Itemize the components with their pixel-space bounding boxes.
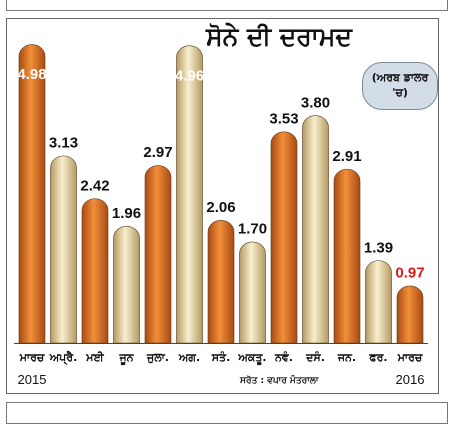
bottom-frame-edge xyxy=(6,402,448,424)
bar-value-label: 3.53 xyxy=(269,111,298,128)
bar xyxy=(81,198,109,344)
bar xyxy=(239,241,266,344)
bar-value-label: 0.97 xyxy=(395,265,424,282)
bar-value-label: 3.80 xyxy=(301,94,330,111)
category-label: ਅਕਤੂ. xyxy=(237,351,266,365)
bar xyxy=(144,165,172,344)
source-note: ਸਰੋਤ : ਵਪਾਰ ਮੰਤਰਾਲਾ xyxy=(240,376,319,386)
bar xyxy=(18,44,46,344)
category-label: ਸਤੰ. xyxy=(211,350,231,364)
bar xyxy=(302,115,329,344)
bar-value-label: 2.42 xyxy=(80,177,109,194)
category-label: ਮਾਰਚ xyxy=(397,351,423,364)
category-label: ਮਾਰਚ xyxy=(19,351,45,364)
category-label: ਅਗ. xyxy=(178,351,200,364)
category-label: ਅਪ੍ਰੈ. xyxy=(49,350,78,365)
bar-value-label: 2.06 xyxy=(206,199,235,216)
bar xyxy=(113,226,140,344)
chart-title: ਸੋਨੇ ਦੀ ਦਰਾਮਦ xyxy=(206,22,352,51)
bar-chart: 4.98 ਮਾਰਚ 3.13 ਅਪ੍ਰੈ. 2.42 ਮਈ 1.96 ਜੂਨ 2.97 ਜੁਲਾ.… xyxy=(14,44,428,387)
year-end-label: 2016 xyxy=(396,372,425,387)
bar xyxy=(207,219,235,344)
unit-badge: (ਅਰਬ ਡਾਲਰ 'ਚ) xyxy=(362,62,438,110)
bar xyxy=(270,131,298,344)
bar-value-label: 1.39 xyxy=(364,239,393,256)
bar xyxy=(333,168,361,344)
bar-value-label: 1.70 xyxy=(238,221,267,238)
bar-value-label: 4.96 xyxy=(175,67,204,84)
category-label: ਦਸੰ. xyxy=(305,350,325,364)
bar-value-label: 3.13 xyxy=(49,135,78,152)
category-label: ਜਨ. xyxy=(337,351,356,364)
bar xyxy=(176,45,203,344)
category-label: ਫਰ. xyxy=(368,351,387,364)
bar xyxy=(365,260,392,344)
year-start-label: 2015 xyxy=(18,372,47,387)
top-frame-edge xyxy=(6,0,448,11)
bar-value-label: 2.91 xyxy=(332,148,361,165)
category-label: ਜੁਲਾ. xyxy=(146,351,169,364)
bar xyxy=(396,285,424,344)
bar xyxy=(50,155,77,344)
bar-value-label: 2.97 xyxy=(143,144,172,161)
category-label: ਮਈ xyxy=(85,350,104,364)
bar-value-label: 4.98 xyxy=(17,66,46,83)
category-label: ਨਵੰ. xyxy=(274,350,293,364)
category-label: ਜੂਨ xyxy=(118,351,134,365)
bar-value-label: 1.96 xyxy=(112,205,141,222)
